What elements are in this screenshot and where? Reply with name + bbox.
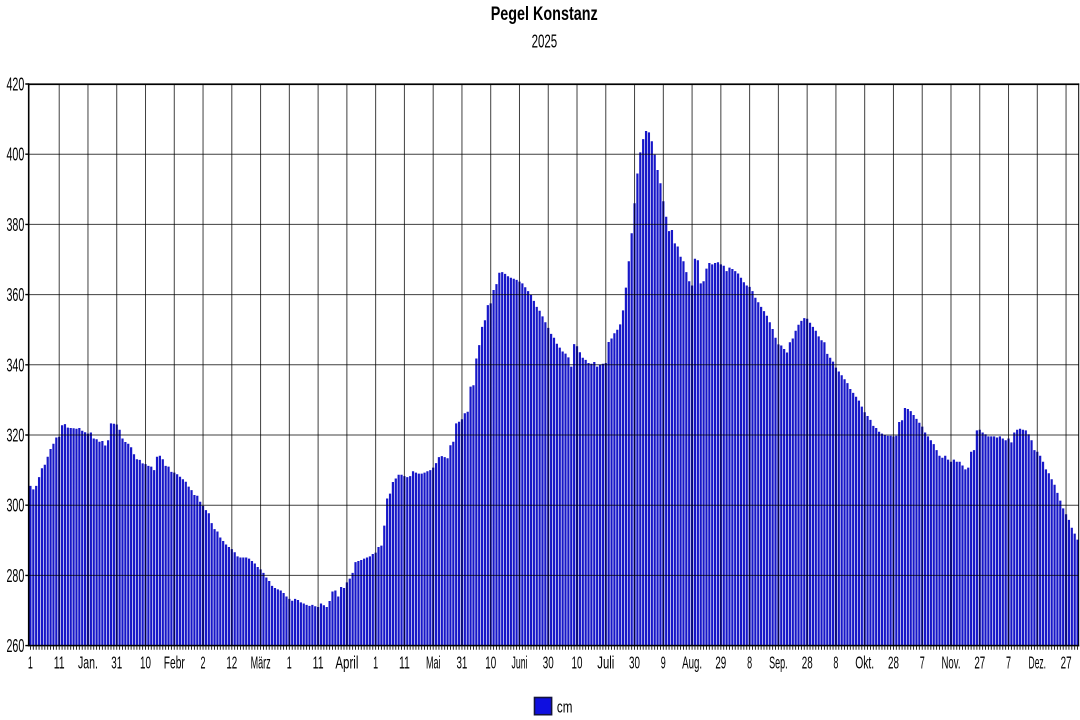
svg-text:10: 10: [140, 652, 151, 672]
svg-text:cm: cm: [557, 698, 573, 717]
svg-text:8: 8: [833, 652, 838, 672]
svg-text:Juli: Juli: [597, 652, 614, 672]
svg-text:Mai: Mai: [426, 652, 441, 672]
svg-text:April: April: [335, 652, 358, 672]
svg-text:28: 28: [802, 652, 813, 672]
svg-text:10: 10: [485, 652, 496, 672]
svg-text:27: 27: [1061, 652, 1072, 672]
svg-text:7: 7: [1006, 652, 1011, 672]
svg-text:340: 340: [7, 354, 25, 375]
svg-text:1: 1: [28, 652, 33, 672]
svg-text:420: 420: [7, 74, 25, 95]
svg-text:300: 300: [7, 495, 25, 516]
svg-text:1: 1: [373, 652, 378, 672]
svg-text:27: 27: [974, 652, 985, 672]
svg-text:360: 360: [7, 284, 25, 305]
svg-text:März: März: [251, 652, 271, 672]
svg-text:Dez.: Dez.: [1029, 652, 1047, 672]
svg-text:Okt.: Okt.: [855, 652, 874, 672]
svg-text:9: 9: [661, 652, 666, 672]
svg-text:380: 380: [7, 214, 25, 235]
svg-text:10: 10: [572, 652, 583, 672]
svg-text:31: 31: [456, 652, 467, 672]
svg-text:Aug.: Aug.: [682, 652, 702, 672]
svg-text:400: 400: [7, 144, 25, 165]
svg-text:Pegel Konstanz: Pegel Konstanz: [491, 3, 598, 25]
svg-text:320: 320: [7, 425, 25, 446]
svg-text:30: 30: [629, 652, 640, 672]
svg-text:29: 29: [715, 652, 726, 672]
svg-text:30: 30: [543, 652, 554, 672]
svg-text:260: 260: [7, 635, 25, 656]
svg-text:2: 2: [201, 652, 206, 672]
svg-text:Febr: Febr: [164, 652, 185, 672]
svg-text:Juni: Juni: [512, 652, 528, 672]
svg-text:31: 31: [111, 652, 122, 672]
svg-text:1: 1: [287, 652, 292, 672]
svg-text:2025: 2025: [532, 31, 558, 51]
svg-text:11: 11: [399, 652, 410, 672]
svg-text:8: 8: [747, 652, 752, 672]
svg-text:7: 7: [920, 652, 925, 672]
svg-text:Sep.: Sep.: [769, 652, 788, 672]
svg-text:Jan.: Jan.: [78, 652, 98, 672]
svg-text:11: 11: [54, 652, 65, 672]
svg-text:12: 12: [226, 652, 237, 672]
svg-text:280: 280: [7, 565, 25, 586]
svg-text:Nov.: Nov.: [942, 652, 961, 672]
svg-text:28: 28: [888, 652, 899, 672]
svg-text:11: 11: [313, 652, 324, 672]
